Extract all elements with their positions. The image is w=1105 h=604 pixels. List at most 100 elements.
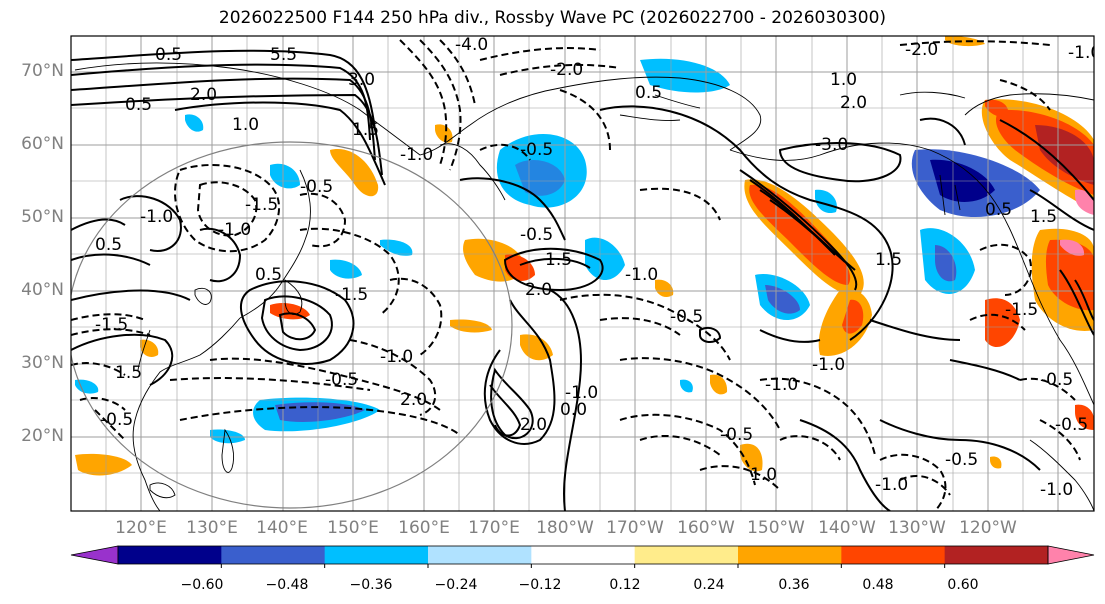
colorbar-segment bbox=[944, 546, 1049, 564]
contour-label: 0.0 bbox=[560, 400, 587, 420]
contour-label: -1.0 bbox=[625, 265, 658, 285]
contour-label: 1.5 bbox=[545, 250, 572, 270]
colorbar-tick-label: 0.12 bbox=[609, 577, 641, 593]
contour-label: 2.0 bbox=[190, 85, 217, 105]
map-plot-area: 0.5 5.5 3.0 1.5 2.0 1.0 0.5 -4.0 -2.0 -1… bbox=[71, 35, 1101, 511]
contour-label: -2.0 bbox=[905, 40, 938, 60]
lon-tick-label: 180°W bbox=[536, 518, 594, 538]
colorbar-segment bbox=[531, 546, 636, 564]
lat-tick-label: 40°N bbox=[21, 280, 64, 300]
contour-label: 2.0 bbox=[400, 390, 427, 410]
lon-tick-label: 140°E bbox=[256, 518, 308, 538]
lon-tick-label: 140°W bbox=[818, 518, 876, 538]
contour-label: -0.5 bbox=[1055, 415, 1088, 435]
map-title: 2026022500 F144 250 hPa div., Rossby Wav… bbox=[218, 8, 887, 28]
contour-label: -1.0 bbox=[1040, 480, 1073, 500]
contour-label-group: 0.5 5.5 3.0 1.5 2.0 1.0 0.5 -4.0 -2.0 -1… bbox=[95, 35, 1101, 500]
contour-label: 1.0 bbox=[232, 115, 259, 135]
colorbar-tick-label: −0.60 bbox=[180, 577, 224, 593]
contour-label: 0.5 bbox=[155, 45, 182, 65]
contour-label: -0.5 bbox=[670, 307, 703, 327]
contour-label: 1.5 bbox=[115, 363, 142, 383]
contour-label: -1.0 bbox=[380, 347, 413, 367]
colorbar-segment bbox=[428, 546, 532, 564]
contour-label: -1.0 bbox=[400, 145, 433, 165]
lat-tick-label: 70°N bbox=[21, 61, 64, 81]
contour-label: -0.5 bbox=[945, 450, 978, 470]
contour-label: -1.0 bbox=[875, 475, 908, 495]
map-frame bbox=[70, 35, 1095, 512]
contour-label: 5.5 bbox=[270, 45, 297, 65]
colorbar-segment bbox=[841, 546, 946, 564]
contour-label: 3.0 bbox=[348, 70, 375, 90]
contour-label: -0.5 bbox=[325, 370, 358, 390]
contour-label: -0.5 bbox=[100, 410, 133, 430]
colorbar-segment bbox=[738, 546, 842, 564]
contour-label: 0.5 bbox=[635, 83, 662, 103]
lon-tick-label: 120°W bbox=[959, 518, 1017, 538]
colorbar-tick-label: −0.24 bbox=[434, 577, 478, 593]
colorbar-segment bbox=[118, 546, 222, 564]
contour-label: -0.5 bbox=[520, 140, 553, 160]
colorbar-segment bbox=[221, 546, 326, 564]
lat-tick-label: 60°N bbox=[21, 134, 64, 154]
lon-tick-label: 150°W bbox=[747, 518, 805, 538]
contour-label: 1.5 bbox=[875, 250, 902, 270]
contour-label: 2.0 bbox=[520, 415, 547, 435]
contour-label: 1.5 bbox=[1030, 207, 1057, 227]
lat-lon-grid bbox=[71, 36, 1094, 511]
colorbar-tick-label: 0.60 bbox=[947, 577, 979, 593]
contour-label: -2.0 bbox=[550, 60, 583, 80]
contour-label: -1.5 bbox=[1005, 300, 1038, 320]
contour-label: -1.0 bbox=[565, 383, 598, 403]
contour-label: -0.5 bbox=[1040, 370, 1073, 390]
contour-label: -1.0 bbox=[765, 375, 798, 395]
colorbar-tick-label: 0.48 bbox=[862, 577, 894, 593]
contour-label: -1.0 bbox=[812, 355, 845, 375]
lon-tick-label: 130°E bbox=[186, 518, 238, 538]
contour-label: -1.5 bbox=[95, 315, 128, 335]
contour-label: -1.5 bbox=[335, 285, 368, 305]
colorbar bbox=[70, 545, 1095, 568]
divergence-shading bbox=[75, 58, 1094, 444]
contour-label: 1.0 bbox=[830, 70, 857, 90]
contour-label: -0.5 bbox=[520, 225, 553, 245]
contour-label: -1.0 bbox=[218, 220, 251, 240]
contour-label: -1.0 bbox=[1068, 43, 1101, 63]
colorbar-extend-high bbox=[1047, 545, 1095, 565]
colorbar-tick-label: 0.36 bbox=[778, 577, 810, 593]
contour-label: -0.5 bbox=[720, 425, 753, 445]
lon-tick-label: 130°W bbox=[888, 518, 946, 538]
contour-label: -4.0 bbox=[455, 35, 488, 55]
contour-label: 0.5 bbox=[255, 265, 282, 285]
colorbar-segment bbox=[634, 546, 739, 564]
colorbar-tick-label: 0.24 bbox=[693, 577, 725, 593]
contour-label: -0.5 bbox=[300, 177, 333, 197]
coastlines bbox=[74, 62, 1094, 511]
contour-label: 2.0 bbox=[525, 280, 552, 300]
colorbar-frame bbox=[117, 545, 1049, 565]
negative-contours bbox=[71, 39, 1081, 511]
contour-label: 0.5 bbox=[125, 95, 152, 115]
lat-tick-label: 20°N bbox=[21, 426, 64, 446]
contour-label: -3.0 bbox=[815, 135, 848, 155]
lon-tick-label: 160°W bbox=[677, 518, 735, 538]
contour-label: 0.5 bbox=[95, 235, 122, 255]
positive-contours bbox=[71, 49, 1094, 511]
lon-tick-label: 170°E bbox=[468, 518, 520, 538]
colorbar-tick-label: −0.12 bbox=[518, 577, 562, 593]
contour-label: 1.5 bbox=[352, 120, 379, 140]
lon-tick-label: 120°E bbox=[115, 518, 167, 538]
contour-label: 0.5 bbox=[985, 200, 1012, 220]
lat-tick-label: 30°N bbox=[21, 353, 64, 373]
colorbar-extend-low bbox=[70, 545, 119, 565]
lon-tick-label: 160°E bbox=[398, 518, 450, 538]
colorbar-tick-label: −0.48 bbox=[265, 577, 309, 593]
contour-label: 1.0 bbox=[750, 465, 777, 485]
lon-tick-label: 150°E bbox=[327, 518, 379, 538]
contour-label: 2.0 bbox=[840, 93, 867, 113]
lat-tick-label: 50°N bbox=[21, 207, 64, 227]
lon-tick-label: 170°W bbox=[606, 518, 664, 538]
reference-circle bbox=[71, 141, 513, 509]
